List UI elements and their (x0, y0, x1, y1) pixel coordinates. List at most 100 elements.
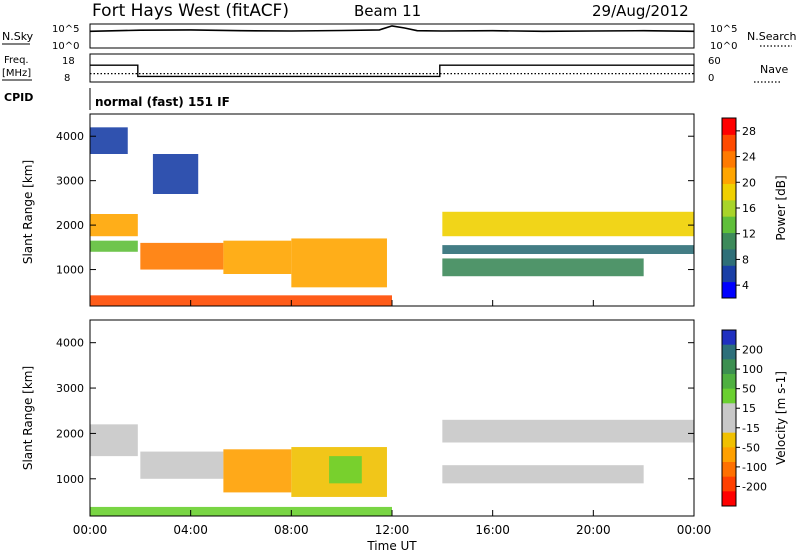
power-colorbar-label: Power [dB] (774, 175, 788, 240)
noise-right-top-tick: 10^5 (710, 24, 737, 35)
time-axis-label: Time UT (366, 539, 417, 553)
nsky-series-line (89, 25, 695, 33)
freq-series-line (90, 64, 694, 78)
power-colorbar-segment-7 (722, 167, 736, 184)
velocity-ytick-label-1: 2000 (56, 427, 84, 440)
cpid-panel: CPID normal (fast) 151 IF (4, 88, 230, 110)
time-tick-label-4: 16:00 (475, 523, 510, 537)
power-ytick-label-3: 4000 (56, 130, 84, 143)
power-bands (90, 127, 694, 306)
power-band-8 (442, 245, 694, 254)
velocity-band-5 (442, 419, 694, 443)
time-tick-label-2: 08:00 (274, 523, 309, 537)
freq-bottom-tick: 8 (64, 73, 70, 84)
power-band-9 (90, 127, 128, 154)
velocity-colorbar-segment-9 (722, 462, 736, 478)
time-tick-label-5: 20:00 (576, 523, 611, 537)
nave-bottom-tick: 0 (708, 73, 714, 84)
freq-top-tick: 18 (62, 56, 75, 67)
power-colorbar-tick-label-5: 24 (742, 151, 756, 164)
cpid-label: CPID (4, 91, 33, 104)
velocity-colorbar-frame (721, 329, 737, 507)
power-ytick-label-0: 1000 (56, 264, 84, 277)
velocity-ytick-label-2: 3000 (56, 382, 84, 395)
velocity-ytick-label-3: 4000 (56, 337, 84, 350)
velocity-band-0 (90, 424, 138, 457)
power-band-5 (90, 295, 392, 306)
power-colorbar-segment-9 (722, 134, 736, 152)
time-tick-label-0: 00:00 (73, 523, 108, 537)
noise-panel: N.Sky 10^5 10^0 10^5 10^0 N.Search (2, 23, 797, 52)
power-ylabel: Slant Range [km] (21, 160, 35, 264)
freq-panel-frame (89, 53, 695, 83)
power-band-10 (152, 154, 199, 194)
velocity-band-1 (140, 451, 224, 479)
power-colorbar-segment-6 (722, 183, 736, 201)
velocity-colorbar-segment-3 (722, 374, 736, 390)
power-colorbar-tick-label-6: 28 (742, 125, 756, 138)
velocity-band-2 (223, 449, 292, 493)
freq-panel: Freq. [MHz] 18 8 60 0 Nave (2, 53, 788, 84)
velocity-colorbar-segment-2 (722, 359, 736, 375)
velocity-colorbar-segment-5 (722, 403, 736, 419)
velocity-colorbar: 200 100 50 15 -15 -50 -100 -200 Velocity [m s-1… (721, 329, 788, 507)
power-band-1 (90, 240, 138, 252)
velocity-colorbar-segment-0 (722, 330, 736, 346)
velocity-colorbar-tick-label-5: -50 (742, 441, 760, 454)
power-colorbar-segment-4 (722, 216, 736, 234)
velocity-band-7 (90, 506, 392, 516)
velocity-band-4 (329, 456, 362, 484)
cpid-value: normal (fast) 151 IF (95, 95, 230, 109)
noise-left-bottom-tick: 10^0 (52, 41, 79, 52)
velocity-colorbar-segments (722, 330, 736, 507)
velocity-colorbar-segment-11 (722, 491, 736, 507)
velocity-colorbar-tick-label-6: -100 (742, 461, 767, 474)
nave-top-tick: 60 (708, 56, 721, 67)
power-panel: 1000 2000 3000 4000 Slant Range [km] (21, 113, 695, 307)
power-band-2 (140, 242, 224, 270)
date-label: 29/Aug/2012 (592, 2, 689, 20)
power-colorbar-tick-label-0: 4 (742, 279, 749, 292)
time-tick-label-6: 00:00 (677, 523, 712, 537)
noise-panel-frame (89, 23, 695, 49)
plot-title: Fort Hays West (fitACF) (92, 1, 289, 21)
power-yticks: 1000 2000 3000 4000 (56, 130, 694, 277)
nave-label: Nave (760, 63, 788, 76)
freq-label-2: [MHz] (2, 68, 31, 79)
beam-label: Beam 11 (354, 2, 421, 20)
velocity-colorbar-tick-label-4: -15 (742, 422, 760, 435)
power-colorbar-segment-1 (722, 265, 736, 283)
power-plot-area (90, 114, 694, 306)
velocity-band-6 (442, 465, 644, 484)
velocity-colorbar-label: Velocity [m s-1] (774, 371, 788, 465)
power-colorbar-ticks: 4 8 12 16 20 24 28 (736, 125, 756, 292)
time-axis-ticks: 00:00 04:00 08:00 12:00 16:00 20:00 00:00 (73, 300, 712, 537)
velocity-colorbar-tick-label-7: -200 (742, 480, 767, 493)
power-colorbar-tick-label-4: 20 (742, 176, 756, 189)
nsearch-label: N.Search (747, 30, 797, 43)
velocity-colorbar-tick-label-2: 50 (742, 383, 756, 396)
power-colorbar: 4 8 12 16 20 24 28 Power [dB] (721, 117, 788, 299)
velocity-yticks: 1000 2000 3000 4000 (56, 337, 694, 486)
velocity-ylabel: Slant Range [km] (21, 366, 35, 470)
velocity-colorbar-tick-label-1: 100 (742, 363, 763, 376)
velocity-colorbar-tick-label-0: 200 (742, 344, 763, 357)
power-band-4 (291, 238, 387, 288)
velocity-colorbar-segment-6 (722, 418, 736, 434)
nsky-label: N.Sky (2, 30, 34, 43)
noise-right-bottom-tick: 10^0 (710, 41, 737, 52)
power-colorbar-segment-5 (722, 199, 736, 217)
velocity-colorbar-segment-8 (722, 447, 736, 463)
velocity-colorbar-segment-10 (722, 476, 736, 492)
velocity-colorbar-ticks: 200 100 50 15 -15 -50 -100 -200 (736, 344, 767, 493)
power-ytick-label-1: 2000 (56, 219, 84, 232)
freq-label-1: Freq. (4, 55, 29, 66)
velocity-ytick-label-0: 1000 (56, 473, 84, 486)
time-tick-label-3: 12:00 (375, 523, 410, 537)
power-colorbar-segment-0 (722, 281, 736, 299)
power-colorbar-segment-3 (722, 232, 736, 250)
power-colorbar-tick-label-1: 8 (742, 253, 749, 266)
power-colorbar-segment-8 (722, 150, 736, 168)
velocity-colorbar-segment-4 (722, 388, 736, 404)
